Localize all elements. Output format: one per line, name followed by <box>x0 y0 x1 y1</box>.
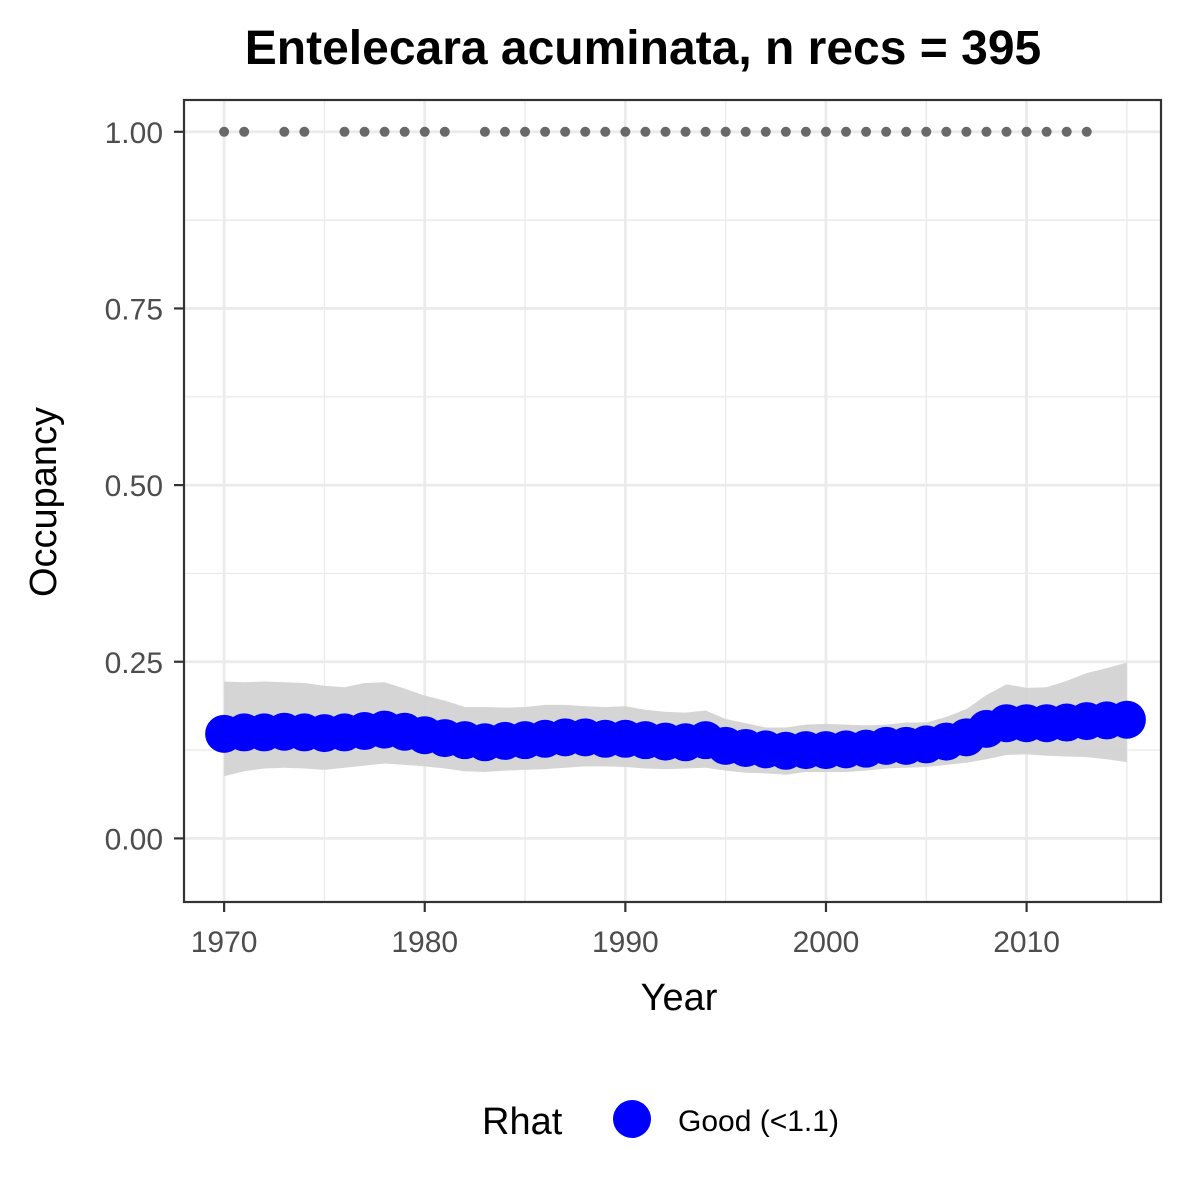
observed-point <box>660 126 671 137</box>
observed-point <box>339 126 350 137</box>
observed-point <box>740 126 751 137</box>
observed-point <box>479 126 490 137</box>
x-tick-label: 1990 <box>592 926 659 959</box>
observed-point <box>379 126 390 137</box>
observed-point <box>881 126 892 137</box>
y-tick-label: 0.00 <box>105 823 163 856</box>
x-tick-label: 2000 <box>793 926 860 959</box>
observed-point <box>780 126 791 137</box>
observed-point <box>219 126 230 137</box>
observed-point <box>1081 126 1092 137</box>
observed-point <box>359 126 370 137</box>
observed-point <box>800 126 811 137</box>
observed-point <box>981 126 992 137</box>
observed-point <box>439 126 450 137</box>
occupancy-point <box>1107 700 1146 739</box>
panel-border <box>182 98 1163 904</box>
observed-point <box>720 126 731 137</box>
observed-point <box>921 126 932 137</box>
observed-point <box>820 126 831 137</box>
observed-point <box>279 126 290 137</box>
observed-point <box>760 126 771 137</box>
plot-panel <box>182 98 1163 904</box>
x-tick-label: 2010 <box>993 926 1060 959</box>
observed-point <box>520 126 531 137</box>
observed-point <box>499 126 510 137</box>
legend: Rhat Good (<1.1) <box>482 1100 839 1143</box>
observed-point <box>841 126 852 137</box>
chart-title: Entelecara acuminata, n recs = 395 <box>245 22 1041 75</box>
observed-point <box>1041 126 1052 137</box>
y-tick-label: 1.00 <box>105 117 163 150</box>
x-axis-title: Year <box>641 977 718 1019</box>
observed-point <box>620 126 631 137</box>
observed-points-layer <box>219 126 1092 137</box>
observed-point <box>1021 126 1032 137</box>
observed-point <box>680 126 691 137</box>
observed-point <box>580 126 591 137</box>
legend-label-good: Good (<1.1) <box>678 1105 839 1138</box>
y-axis-title: Occupancy <box>23 407 65 597</box>
x-tick-label: 1970 <box>191 926 258 959</box>
observed-point <box>399 126 410 137</box>
observed-point <box>540 126 551 137</box>
legend-title: Rhat <box>482 1101 563 1143</box>
observed-point <box>1061 126 1072 137</box>
observed-point <box>961 126 972 137</box>
observed-point <box>1001 126 1012 137</box>
x-tick-label: 1980 <box>391 926 458 959</box>
y-tick-label: 0.50 <box>105 470 163 503</box>
observed-point <box>861 126 872 137</box>
occupancy-points-layer <box>205 700 1146 770</box>
observed-point <box>419 126 430 137</box>
observed-point <box>600 126 611 137</box>
legend-key-good <box>613 1100 651 1138</box>
x-axis: 1970 1980 1990 2000 2010 <box>191 902 1060 959</box>
y-tick-label: 0.75 <box>105 293 163 326</box>
observed-point <box>299 126 310 137</box>
observed-point <box>901 126 912 137</box>
observed-point <box>640 126 651 137</box>
observed-point <box>560 126 571 137</box>
y-tick-label: 0.25 <box>105 647 163 680</box>
observed-point <box>941 126 952 137</box>
observed-point <box>700 126 711 137</box>
observed-point <box>239 126 250 137</box>
y-axis: 0.00 0.25 0.50 0.75 1.00 <box>105 117 184 856</box>
